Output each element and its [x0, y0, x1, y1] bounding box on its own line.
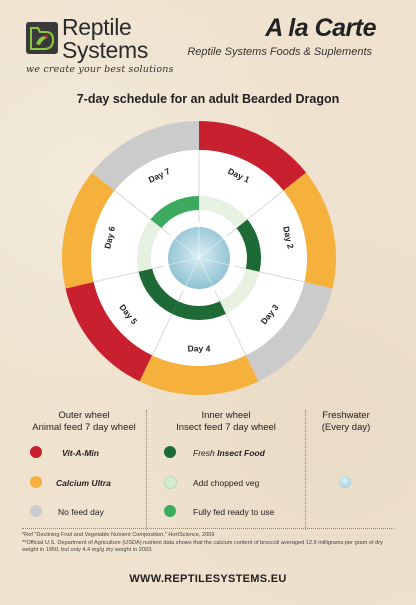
day-label-2: Day 2 [281, 225, 296, 250]
chopped-veg-swatch [164, 476, 177, 489]
outer-segment-day-4 [139, 355, 259, 395]
center-divider [198, 257, 230, 266]
center-divider [168, 257, 200, 266]
inner-segment-day-5 [138, 268, 179, 314]
outer-segment-day-6 [62, 172, 115, 289]
chopped-veg-label: Add chopped veg [193, 478, 260, 488]
fully-fed-label: Fully fed ready to use [193, 507, 275, 517]
insect-food-label: Fresh Insect Food [193, 448, 265, 458]
day-label-6: Day 6 [102, 225, 117, 250]
outer-wheel [62, 121, 337, 395]
center-divider [198, 257, 213, 287]
inner-wheel [138, 196, 261, 320]
website-url: WWW.REPTILESYSTEMS.EU [129, 573, 287, 585]
no-feed-swatch [30, 505, 42, 517]
tagline: we create your best solutions [26, 64, 174, 75]
footnote-1: *Ref "Declining Fruit and Vegetable Nutr… [22, 532, 215, 538]
day-label-4: Day 4 [188, 343, 211, 353]
vit-a-min-swatch [30, 446, 42, 458]
divider [305, 410, 306, 530]
center-divider [174, 238, 200, 259]
calcium-ultra-swatch [30, 476, 42, 488]
outer-segment-day-1 [199, 121, 307, 191]
no-feed-label: No feed day [58, 507, 104, 517]
product-title: A la Carte [265, 14, 376, 42]
inner-segment-day-2 [236, 219, 261, 272]
fully-fed-swatch [164, 505, 176, 517]
outer-segment-day-5 [65, 282, 153, 382]
freshwater-swatch [339, 476, 351, 488]
logo-icon [26, 22, 58, 54]
footnote-2: **Official U.S. Department of Agricultur… [22, 540, 383, 553]
center-dividers [168, 227, 230, 287]
legend-fresh-heading: Freshwater (Every day) [321, 410, 371, 433]
page-title: 7-day schedule for an adult Bearded Drag… [76, 92, 340, 106]
insect-food-swatch [164, 446, 176, 458]
legend-inner-heading: Inner wheel Insect feed 7 day wheel [176, 410, 276, 433]
inner-segment-day-4 [172, 301, 226, 320]
legend-outer-heading: Outer wheel Animal feed 7 day wheel [32, 410, 136, 433]
outer-segment-day-7 [91, 121, 199, 191]
outer-segment-day-2 [283, 172, 337, 289]
brand-name: Reptile Systems [62, 14, 149, 63]
center-divider [198, 238, 224, 259]
calcium-ultra-label: Calcium Ultra [56, 478, 111, 488]
inner-segment-day-7 [150, 196, 199, 229]
center-divider [185, 257, 200, 287]
outer-segment-day-3 [245, 282, 333, 382]
footer-divider [22, 528, 394, 529]
vit-a-min-label: Vit-A-Min [62, 448, 99, 458]
divider [146, 410, 147, 530]
product-subtitle: Reptile Systems Foods & Suplements [187, 46, 372, 58]
